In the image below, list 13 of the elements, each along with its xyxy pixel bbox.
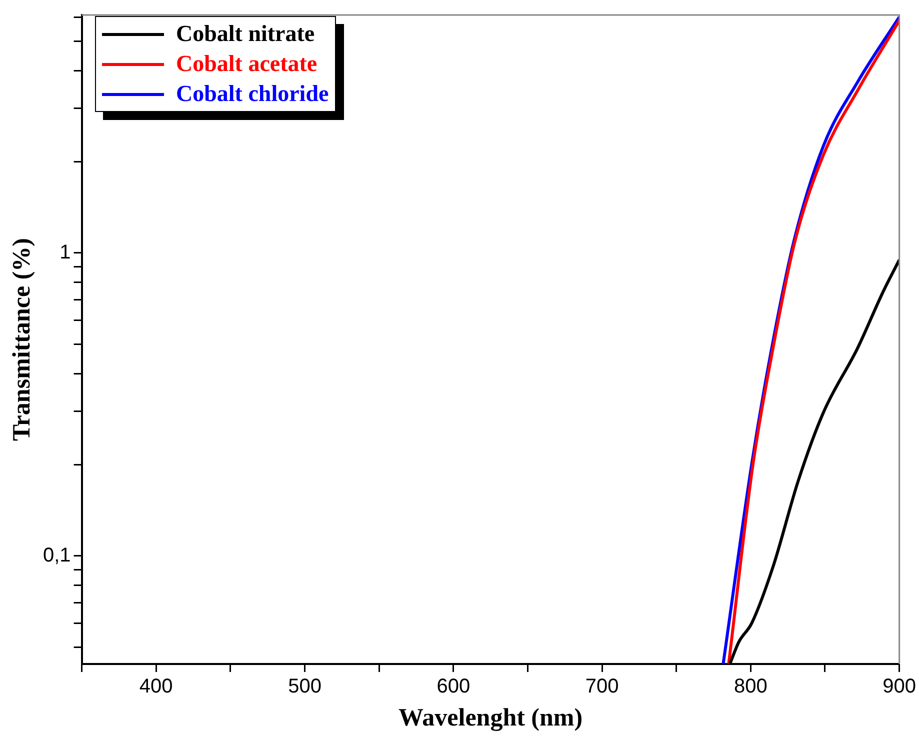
x-tick-label: 800 [734,676,768,698]
x-tick-label: 500 [288,676,322,698]
y-tick-label: 0,1 [42,544,71,566]
legend-label: Cobalt nitrate [176,21,315,47]
x-tick-label: 400 [139,676,173,698]
x-tick-label: 900 [882,676,916,698]
legend-label: Cobalt acetate [176,51,318,77]
x-tick-label: 600 [436,676,470,698]
y-tick-label: 1 [60,241,71,264]
y-axis-title: Transmittance (%) [8,238,36,441]
x-axis-title: Wavelenght (nm) [398,704,583,732]
legend-label: Cobalt chloride [176,81,329,107]
x-tick-label: 700 [585,676,619,698]
